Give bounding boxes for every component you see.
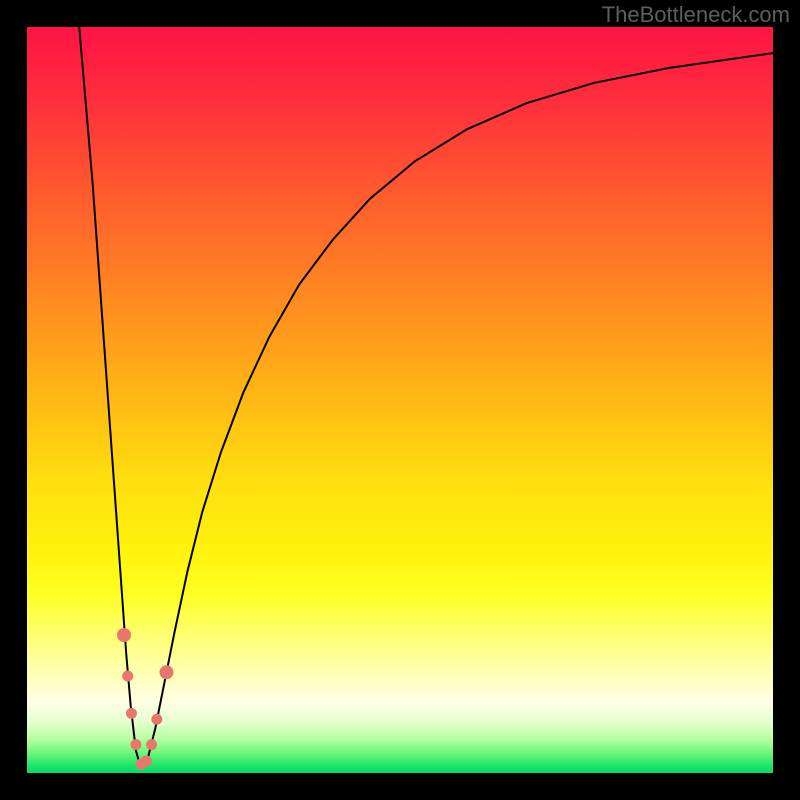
marker-point: [147, 740, 157, 750]
plot-area: [27, 27, 773, 773]
figure-root: TheBottleneck.com: [0, 0, 800, 800]
gradient-background: [27, 27, 773, 773]
marker-point: [131, 740, 141, 750]
chart-svg: [27, 27, 773, 773]
marker-point: [117, 628, 130, 641]
marker-point: [160, 666, 173, 679]
marker-point: [123, 671, 133, 681]
marker-point: [141, 756, 151, 766]
marker-point: [126, 708, 136, 718]
marker-point: [152, 714, 162, 724]
watermark-text: TheBottleneck.com: [602, 2, 790, 28]
